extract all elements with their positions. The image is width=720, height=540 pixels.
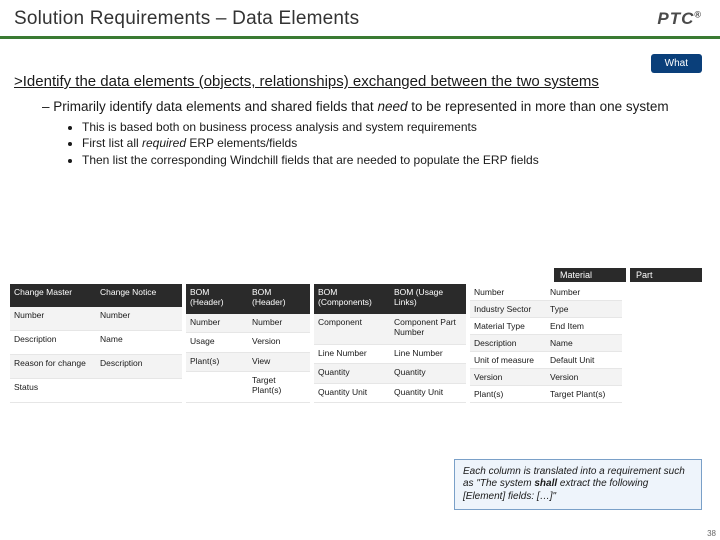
table-row: BOM (Components) BOM (Usage Links) (314, 284, 466, 314)
content-block: >Identify the data elements (objects, re… (0, 39, 720, 168)
table-row: BOM (Header) BOM (Header) (186, 284, 310, 314)
footnote-bold: shall (534, 478, 557, 489)
sub-text: Primarily identify data elements and sha… (42, 99, 669, 114)
table-change: Change Master Change Notice NumberNumber… (10, 284, 182, 403)
table-row: QuantityQuantity (314, 364, 466, 383)
table-row: ComponentComponent Part Number (314, 314, 466, 344)
table-row: Plant(s)View (186, 352, 310, 371)
th: BOM (Header) (186, 284, 248, 314)
logo-text: PTC (657, 9, 694, 28)
logo-sup: ® (694, 9, 702, 19)
table-row: NumberNumber (10, 307, 182, 330)
th: Change Notice (96, 284, 182, 307)
table-row: Reason for changeDescription (10, 354, 182, 378)
table-row: Quantity UnitQuantity Unit (314, 383, 466, 403)
tables-row: Change Master Change Notice NumberNumber… (10, 284, 702, 403)
table-bom-header: BOM (Header) BOM (Header) NumberNumber U… (186, 284, 310, 403)
table-row: Material TypeEnd Item (470, 318, 622, 335)
table-row: NumberNumber (470, 284, 622, 301)
table-row: Status (10, 378, 182, 402)
table-row: Target Plant(s) (186, 372, 310, 403)
sub-line: Primarily identify data elements and sha… (42, 98, 706, 116)
slide-header: Solution Requirements – Data Elements PT… (0, 0, 720, 39)
ptc-logo: PTC® (657, 9, 702, 29)
part-header: Part (630, 268, 702, 282)
bullet-list: This is based both on business process a… (68, 119, 706, 168)
th: BOM (Components) (314, 284, 390, 314)
table-row: Plant(s)Target Plant(s) (470, 386, 622, 403)
page-number: 38 (707, 529, 716, 538)
table-row: Industry SectorType (470, 301, 622, 318)
table-row: Line NumberLine Number (314, 344, 466, 363)
material-header: Material (554, 268, 626, 282)
th: Change Master (10, 284, 96, 307)
th: BOM (Usage Links) (390, 284, 466, 314)
table-bom-components: BOM (Components) BOM (Usage Links) Compo… (314, 284, 466, 403)
bullet-2: First list all required ERP elements/fie… (82, 135, 706, 151)
what-badge: What (651, 54, 702, 73)
table-row: DescriptionName (470, 335, 622, 352)
table-row: Change Master Change Notice (10, 284, 182, 307)
table-row: UsageVersion (186, 333, 310, 352)
table-row: DescriptionName (10, 330, 182, 354)
table-row: VersionVersion (470, 369, 622, 386)
th: BOM (Header) (248, 284, 310, 314)
table-row: Unit of measureDefault Unit (470, 352, 622, 369)
table-material-part: NumberNumber Industry SectorType Materia… (470, 284, 622, 403)
floating-headers: Material Part (554, 268, 702, 282)
bullet-1: This is based both on business process a… (82, 119, 706, 135)
footnote-box: Each column is translated into a require… (454, 459, 702, 511)
main-line: >Identify the data elements (objects, re… (14, 73, 706, 92)
bullet-3: Then list the corresponding Windchill fi… (82, 152, 706, 168)
slide-title: Solution Requirements – Data Elements (14, 8, 359, 30)
table-row: NumberNumber (186, 314, 310, 333)
